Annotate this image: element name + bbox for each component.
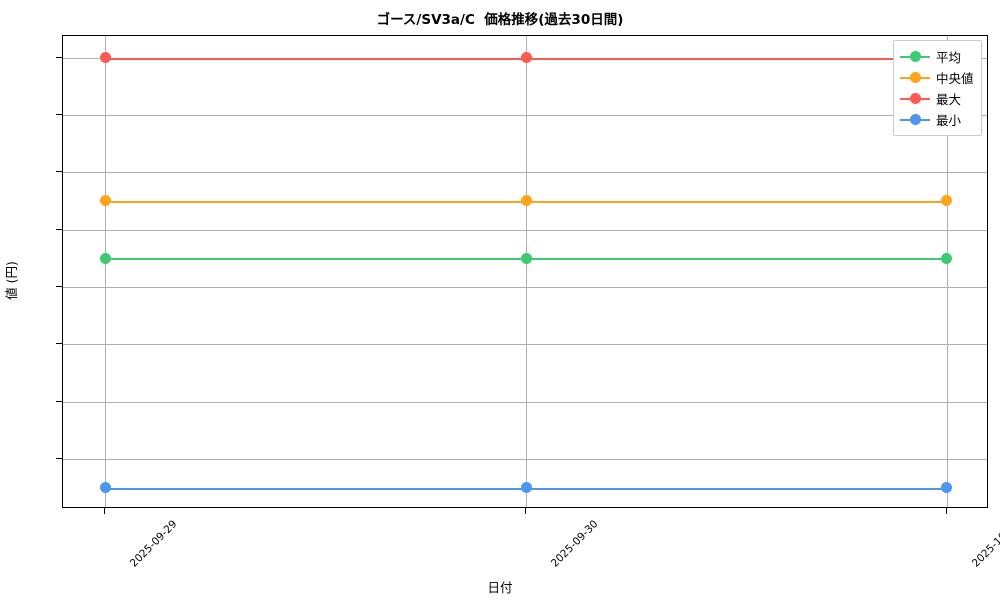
data-point-marker — [99, 482, 111, 493]
y-tick-mark — [56, 343, 62, 345]
grid-line-horizontal — [63, 172, 987, 174]
series-line-segment — [105, 487, 526, 490]
legend-label: 最小 — [936, 113, 962, 128]
y-axis-label: 値 (円) — [3, 261, 19, 300]
x-tick-mark — [525, 508, 526, 514]
series-1 — [63, 36, 987, 507]
legend-marker-icon — [900, 72, 930, 84]
grid-line-horizontal — [63, 458, 987, 460]
data-point-marker — [941, 482, 953, 493]
y-tick-mark — [56, 400, 62, 402]
legend[interactable]: 平均 中央値 最大 最小 — [893, 40, 982, 136]
grid-line-horizontal — [63, 114, 987, 116]
series-line-segment — [105, 258, 526, 261]
data-point-marker — [99, 252, 111, 264]
chart-title: ゴース/SV3a/C 価格推移(過去30日間) — [376, 12, 624, 28]
series-line-segment — [526, 487, 947, 490]
legend-label: 最大 — [936, 92, 962, 107]
legend-item-最小[interactable]: 最小 — [900, 109, 974, 130]
y-tick-mark — [56, 457, 62, 459]
x-tick-label: 2025-09-30 — [548, 518, 601, 570]
data-point-marker — [99, 195, 111, 207]
x-tick-label: 2025-09-29 — [127, 518, 180, 570]
data-point-marker — [941, 195, 953, 207]
grid-line-vertical — [946, 36, 948, 507]
legend-marker-icon — [900, 51, 930, 63]
data-point-marker — [520, 482, 532, 493]
x-axis-label: 日付 — [487, 580, 513, 595]
y-tick-mark — [56, 228, 62, 230]
y-tick-mark — [56, 56, 62, 58]
grid-line-horizontal — [63, 401, 987, 403]
y-tick-mark — [56, 285, 62, 287]
series-4 — [63, 36, 987, 507]
series-line-segment — [105, 57, 526, 60]
series-2 — [63, 36, 987, 507]
grid-line-vertical — [105, 36, 107, 507]
data-point-marker — [520, 195, 532, 207]
legend-item-最大[interactable]: 最大 — [900, 88, 974, 109]
series-line-segment — [105, 200, 526, 203]
data-point-marker — [520, 52, 532, 63]
data-point-marker — [520, 252, 532, 264]
legend-marker-icon — [900, 114, 930, 126]
legend-item-中央値[interactable]: 中央値 — [900, 67, 974, 88]
grid-line-horizontal — [63, 344, 987, 346]
legend-marker-icon — [900, 93, 930, 105]
x-tick-mark — [104, 508, 106, 514]
series-line-segment — [526, 258, 947, 261]
grid-line-horizontal — [63, 229, 987, 231]
x-tick-label: 2025-10-01 — [969, 518, 1000, 570]
series-line-segment — [526, 200, 947, 203]
x-tick-mark — [945, 508, 947, 514]
grid-line-horizontal — [63, 286, 987, 288]
legend-label: 平均 — [936, 50, 962, 65]
legend-label: 中央値 — [936, 71, 974, 86]
legend-item-平均[interactable]: 平均 — [900, 46, 974, 67]
grid-line-vertical — [526, 36, 527, 507]
plot-area — [62, 35, 988, 508]
y-tick-mark — [56, 113, 62, 115]
data-point-marker — [99, 52, 111, 63]
series-line-segment — [526, 57, 947, 60]
data-point-marker — [941, 252, 953, 264]
y-tick-mark — [56, 171, 62, 173]
